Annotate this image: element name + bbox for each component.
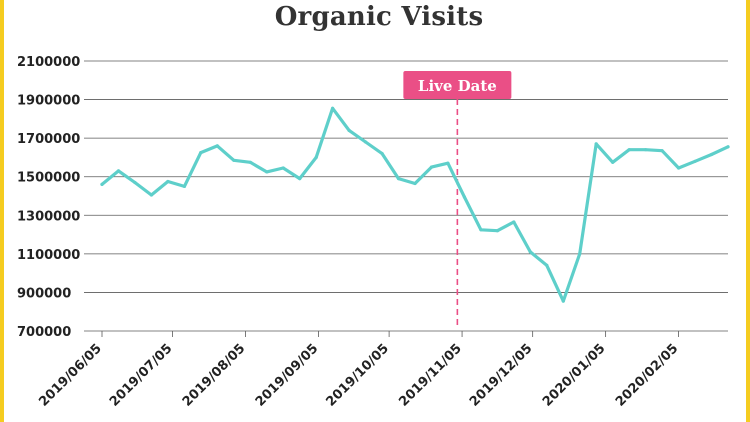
x-tick-label: 2019/11/05 <box>396 341 464 409</box>
x-tick-label: 2019/12/05 <box>467 341 535 409</box>
data-point <box>528 250 532 254</box>
data-point <box>446 161 450 165</box>
data-point <box>347 128 351 132</box>
data-point <box>512 220 516 224</box>
y-tick-label: 1300000 <box>17 209 80 224</box>
data-point <box>133 180 137 185</box>
series-line <box>100 106 730 303</box>
data-point <box>709 152 714 157</box>
data-point <box>149 193 153 197</box>
chart-title: Organic Visits <box>274 2 484 32</box>
data-point <box>545 263 549 267</box>
data-point <box>100 182 104 186</box>
data-point <box>429 165 434 169</box>
data-point <box>314 155 318 159</box>
data-point <box>182 184 186 188</box>
data-point <box>726 145 730 149</box>
data-point <box>166 179 170 184</box>
y-tick-label: 1100000 <box>17 248 80 263</box>
data-point <box>495 229 499 233</box>
data-point <box>627 148 631 152</box>
y-tick-label: 2100000 <box>17 55 80 70</box>
data-point <box>561 299 565 303</box>
x-tick-label: 2020/01/05 <box>540 341 608 409</box>
data-point <box>380 152 384 156</box>
data-point <box>364 140 368 144</box>
data-point <box>281 166 285 170</box>
x-tick-label: 2019/08/05 <box>180 341 248 409</box>
y-tick-label: 1700000 <box>17 132 80 147</box>
y-tick-label: 900000 <box>17 286 71 301</box>
live-date-label: Live Date <box>418 77 497 95</box>
x-tick-label: 2019/10/05 <box>323 341 391 409</box>
y-tick-label: 1900000 <box>17 94 80 109</box>
data-point <box>413 181 417 186</box>
y-tick-label: 1500000 <box>17 171 80 186</box>
data-point <box>298 177 302 181</box>
data-point <box>611 160 615 164</box>
data-point <box>331 106 335 110</box>
data-point <box>232 158 236 162</box>
data-point <box>396 177 401 181</box>
data-point <box>693 159 697 163</box>
data-point <box>677 166 681 170</box>
live-date-label-box <box>403 71 512 99</box>
x-tick-label: 2019/07/05 <box>107 341 175 409</box>
chart-svg: 700000 900000 1100000 1300000 1500000 1700000… <box>17 55 730 410</box>
data-point <box>462 195 466 199</box>
data-point <box>644 148 648 152</box>
data-point <box>578 252 582 256</box>
data-point <box>248 160 252 164</box>
data-point <box>594 142 598 146</box>
data-point <box>660 149 664 153</box>
data-point <box>265 170 269 174</box>
data-point <box>199 151 203 155</box>
x-tick-label: 2020/02/05 <box>613 341 681 409</box>
x-tick-label: 2019/09/05 <box>253 341 321 409</box>
data-point <box>116 169 121 173</box>
data-point <box>215 144 219 148</box>
data-point <box>479 228 483 232</box>
x-tick-label: 2019/06/05 <box>36 341 104 409</box>
y-tick-label: 700000 <box>17 325 71 340</box>
